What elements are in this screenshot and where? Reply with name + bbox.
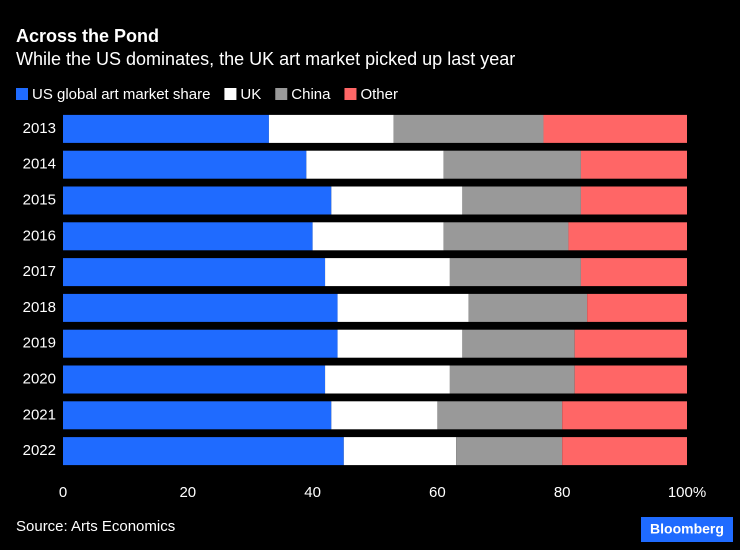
bar-segment xyxy=(574,329,687,358)
bar-segment xyxy=(562,437,687,466)
brand-box xyxy=(641,517,733,542)
bar-segment xyxy=(456,437,563,466)
bar-segment xyxy=(449,365,575,394)
x-tick-label: 20 xyxy=(179,484,196,501)
bar-segment xyxy=(587,293,687,322)
legend-label: Other xyxy=(360,86,398,103)
bar-segment xyxy=(325,365,450,394)
bar-segment xyxy=(325,258,450,287)
y-tick-label: 2013 xyxy=(23,120,56,137)
bar-segment xyxy=(580,258,687,287)
x-tick-label: 40 xyxy=(304,484,321,501)
bar-segment xyxy=(306,150,444,179)
bar-segment xyxy=(331,186,463,215)
bar-segment xyxy=(63,293,338,322)
y-tick-label: 2021 xyxy=(23,406,56,423)
bar-segment xyxy=(268,114,394,143)
bar-segment xyxy=(543,114,687,143)
legend-label: UK xyxy=(240,86,261,103)
y-tick-label: 2020 xyxy=(23,370,56,387)
x-tick-label: 100% xyxy=(668,484,706,501)
bar-segment xyxy=(580,186,687,215)
legend-label: US global art market share xyxy=(32,86,210,103)
source: Source: Arts Economics xyxy=(16,518,175,535)
brand: Bloomberg xyxy=(650,521,724,537)
bar-segment xyxy=(343,437,457,466)
bar-segment xyxy=(462,329,575,358)
y-tick-label: 2017 xyxy=(23,263,56,280)
bar-segment xyxy=(63,437,344,466)
bar-segment xyxy=(63,150,307,179)
bar-segment xyxy=(63,222,313,251)
legend-swatch xyxy=(224,88,237,100)
x-tick-label: 60 xyxy=(429,484,446,501)
bar-segment xyxy=(443,222,569,251)
chart-title: Across the Pond xyxy=(16,26,159,46)
legend-label: China xyxy=(291,86,331,103)
y-tick-label: 2022 xyxy=(23,442,56,459)
legend-swatch xyxy=(344,88,357,100)
bar-segment xyxy=(568,222,687,251)
bar-segment xyxy=(63,329,338,358)
bar-segment xyxy=(468,293,588,322)
bar-segment xyxy=(337,293,469,322)
bar-segment xyxy=(63,365,326,394)
y-tick-label: 2015 xyxy=(23,191,56,208)
bar-segment xyxy=(449,258,581,287)
y-tick-label: 2016 xyxy=(23,227,56,244)
bar-segment xyxy=(562,401,687,430)
bar-segment xyxy=(574,365,687,394)
x-tick-label: 80 xyxy=(554,484,571,501)
y-tick-label: 2014 xyxy=(23,156,56,173)
bar-segment xyxy=(437,401,563,430)
chart-subtitle: While the US dominates, the UK art marke… xyxy=(16,49,515,69)
bar-segment xyxy=(337,329,463,358)
bar-segment xyxy=(580,150,687,179)
x-tick-label: 0 xyxy=(59,484,67,501)
bar-segment xyxy=(63,186,332,215)
bar-segment xyxy=(63,258,326,287)
y-tick-label: 2019 xyxy=(23,335,56,352)
bar-segment xyxy=(63,401,332,430)
bar-segment xyxy=(63,114,269,143)
bar-segment xyxy=(443,150,581,179)
bar-segment xyxy=(393,114,544,143)
bar-segment xyxy=(312,222,444,251)
legend-swatch xyxy=(16,88,28,100)
bar-segment xyxy=(462,186,581,215)
y-tick-label: 2018 xyxy=(23,299,56,316)
legend-swatch xyxy=(275,88,288,100)
bar-segment xyxy=(331,401,438,430)
